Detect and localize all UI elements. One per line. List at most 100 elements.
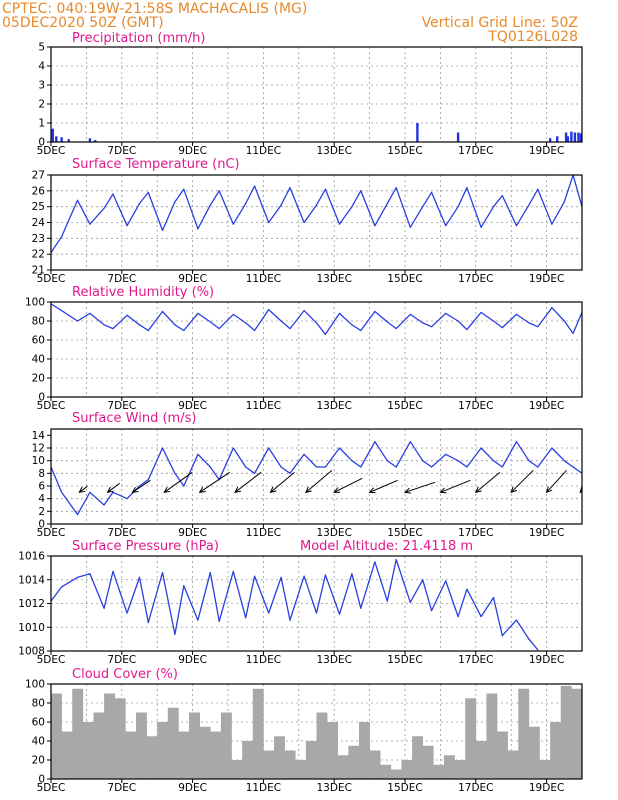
- temp-xtick-label: 17DEC: [458, 273, 493, 285]
- cloud-xtick-label: 11DEC: [246, 782, 281, 794]
- temp-data-point: [89, 223, 91, 225]
- wind-data-point: [551, 447, 553, 449]
- cloud-area-segment: [412, 736, 423, 779]
- pressure-data-point: [209, 572, 211, 574]
- temp-series-line: [51, 175, 582, 253]
- wind-data-point: [315, 466, 318, 468]
- temp-data-point: [138, 202, 141, 205]
- rh-data-point: [232, 313, 234, 315]
- rh-data-point: [528, 322, 530, 324]
- cloud-xtick-label: 7DEC: [107, 782, 136, 794]
- precip-bar: [60, 137, 63, 142]
- pressure-data-point: [268, 612, 270, 614]
- temp-data-point: [253, 185, 256, 187]
- pressure-data-point: [126, 612, 128, 614]
- rh-data-point: [338, 312, 341, 314]
- temp-plot-area: [51, 175, 582, 254]
- pressure-data-point: [466, 588, 468, 590]
- pressure-data-point: [76, 576, 79, 578]
- wind-ytick-label: 14: [32, 430, 46, 442]
- pressure-xtick-label: 11DEC: [246, 654, 281, 666]
- cloud-area-segment: [475, 741, 487, 779]
- rh-title: Relative Humidity (%): [72, 285, 214, 300]
- pressure-data-point: [324, 574, 326, 576]
- temp-data-point: [374, 225, 376, 227]
- rh-data-point: [422, 322, 424, 324]
- cloud-area-segment: [454, 760, 466, 779]
- wind-arrow-shaft: [305, 469, 333, 493]
- temp-data-point: [422, 206, 424, 208]
- wind-data-point: [245, 466, 247, 468]
- wind-data-point: [430, 466, 433, 468]
- cloud-area-segment: [125, 731, 137, 779]
- temp-data-point: [76, 199, 79, 201]
- precip-xtick-label: 7DEC: [107, 145, 136, 157]
- wind-data-point: [480, 447, 482, 449]
- temp-data-point: [315, 204, 318, 206]
- pressure-data-point: [422, 579, 424, 581]
- cloud-area-segment: [337, 755, 349, 779]
- rh-xtick-label: 15DEC: [387, 400, 422, 412]
- wind-data-point: [515, 441, 518, 443]
- precip-ytick-label: 5: [38, 42, 45, 54]
- pressure-data-point: [430, 610, 433, 612]
- wind-arrow-shaft: [475, 471, 501, 493]
- pressure-data-point: [245, 617, 247, 619]
- rh-data-point: [551, 307, 553, 309]
- wind-data-point: [232, 447, 234, 449]
- pressure-data-point: [218, 620, 220, 622]
- precipitation-panel: 0 1 2 3 4 5 5DEC 7DEC 9DEC 11DEC 13DEC 15DEC 17DEC 19…: [37, 31, 583, 157]
- wind-arrow-shaft: [510, 469, 534, 493]
- wind-arrow-head: [545, 486, 553, 494]
- temp-data-point: [232, 223, 234, 225]
- wind-data-point: [324, 466, 326, 468]
- wind-arrow-head: [269, 486, 277, 494]
- cloud-area-segment: [390, 769, 402, 779]
- precip-bar: [88, 138, 92, 142]
- wind-data-point: [126, 498, 128, 500]
- cloud-ytick-label: 20: [32, 755, 45, 767]
- temp-data-point: [395, 187, 397, 189]
- surface-pressure-panel: 1008 1010 1012 1014 1016 5DEC 7DEC 9DEC 11DEC 13D…: [18, 539, 583, 666]
- rh-ytick-label: 80: [32, 316, 45, 328]
- pressure-data-point: [374, 561, 376, 563]
- rh-xtick-label: 11DEC: [246, 400, 281, 412]
- cloud-area-segment: [231, 760, 243, 779]
- precip-bar: [566, 136, 570, 142]
- rh-data-point: [89, 312, 91, 314]
- wind-data-point: [89, 491, 91, 493]
- pressure-ytick-label: 1012: [18, 598, 45, 610]
- cloud-area-segment: [305, 741, 317, 779]
- cloud-area-segment: [316, 712, 328, 779]
- wind-data-point: [112, 491, 114, 493]
- temp-frame: [50, 174, 583, 271]
- wind-data-point: [563, 460, 565, 462]
- precip-bar: [456, 132, 460, 142]
- rh-ytick-label: 100: [25, 297, 45, 309]
- wind-arrow-shaft: [79, 485, 88, 493]
- wind-data-point: [360, 466, 362, 468]
- temp-ytick-label: 26: [32, 185, 46, 197]
- cloud-area-segment: [284, 750, 296, 779]
- wind-data-point: [138, 485, 141, 487]
- rh-xtick-label: 13DEC: [316, 400, 351, 412]
- temp-data-point: [338, 223, 341, 225]
- wind-data-point: [147, 479, 149, 481]
- cloud-title: Cloud Cover (%): [72, 667, 178, 682]
- temp-data-point: [457, 206, 459, 208]
- pressure-data-point: [315, 612, 318, 614]
- pressure-data-point: [197, 619, 199, 621]
- wind-arrow-head: [579, 486, 582, 494]
- pressure-data-point: [89, 573, 91, 575]
- wind-ytick-label: 2: [38, 506, 45, 518]
- cloud-area-segment: [72, 688, 84, 779]
- wind-arrow-head: [106, 486, 114, 494]
- rh-ytick-label: 0: [38, 392, 45, 404]
- wind-arrow-head: [333, 487, 341, 493]
- wind-xtick-label: 9DEC: [178, 527, 207, 539]
- wind-ytick-label: 10: [32, 455, 45, 467]
- wind-data-point: [386, 460, 388, 462]
- wind-data-point: [289, 472, 291, 474]
- wind-arrow-shaft: [107, 482, 120, 493]
- pressure-data-point: [515, 619, 518, 621]
